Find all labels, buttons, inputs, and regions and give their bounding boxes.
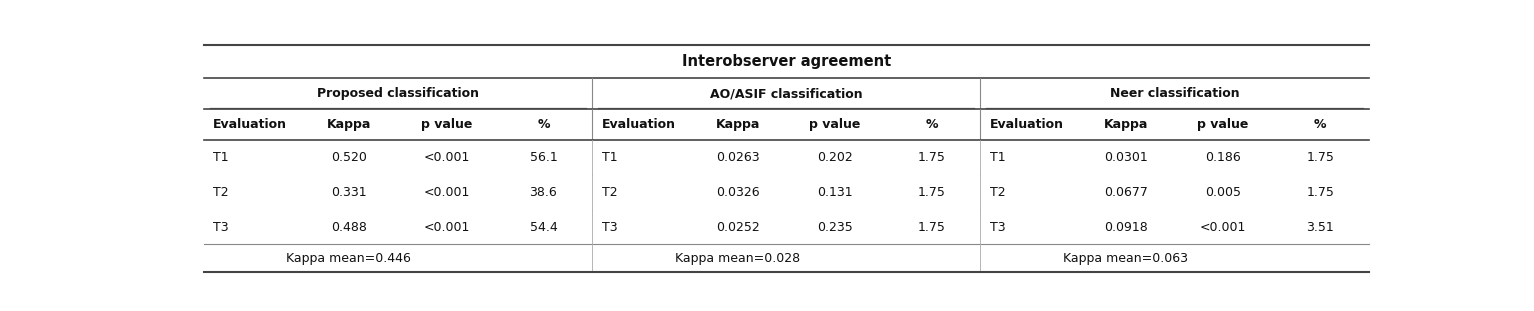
Text: 56.1: 56.1 [529,151,557,164]
Text: T1: T1 [989,151,1005,164]
Text: Evaluation: Evaluation [601,118,675,131]
Text: T3: T3 [989,220,1005,234]
Text: <0.001: <0.001 [423,220,469,234]
Text: 54.4: 54.4 [529,220,557,234]
Text: 1.75: 1.75 [917,220,946,234]
Text: AO/ASIF classification: AO/ASIF classification [710,87,862,100]
Text: 1.75: 1.75 [917,186,946,199]
Text: 38.6: 38.6 [529,186,557,199]
Text: T2: T2 [601,186,617,199]
Text: 0.186: 0.186 [1206,151,1241,164]
Text: 0.520: 0.520 [331,151,367,164]
Text: 0.0263: 0.0263 [716,151,759,164]
Text: T3: T3 [213,220,229,234]
Text: 1.75: 1.75 [1307,151,1335,164]
Text: 0.235: 0.235 [816,220,853,234]
Text: Interobserver agreement: Interobserver agreement [681,54,891,69]
Text: %: % [925,118,939,131]
Text: Evaluation: Evaluation [213,118,287,131]
Text: Kappa mean=0.028: Kappa mean=0.028 [675,252,799,265]
Text: 0.0677: 0.0677 [1104,186,1147,199]
Text: 0.331: 0.331 [331,186,367,199]
Text: 0.488: 0.488 [331,220,367,234]
Text: Proposed classification: Proposed classification [318,87,479,100]
Text: %: % [1315,118,1327,131]
Text: T2: T2 [989,186,1005,199]
Text: 0.202: 0.202 [816,151,853,164]
Text: Kappa: Kappa [715,118,759,131]
Text: p value: p value [808,118,861,131]
Text: Kappa: Kappa [327,118,371,131]
Text: Evaluation: Evaluation [989,118,1065,131]
Text: <0.001: <0.001 [423,151,469,164]
Text: T1: T1 [601,151,617,164]
Text: 3.51: 3.51 [1307,220,1335,234]
Text: 0.0301: 0.0301 [1104,151,1147,164]
Text: T3: T3 [601,220,617,234]
Text: p value: p value [420,118,472,131]
Text: Kappa mean=0.063: Kappa mean=0.063 [1063,252,1187,265]
Text: 0.0252: 0.0252 [716,220,759,234]
Text: 0.131: 0.131 [818,186,853,199]
Text: T2: T2 [213,186,229,199]
Text: Neer classification: Neer classification [1109,87,1239,100]
Text: %: % [537,118,549,131]
Text: 0.005: 0.005 [1206,186,1241,199]
Text: 0.0326: 0.0326 [716,186,759,199]
Text: 0.0918: 0.0918 [1104,220,1147,234]
Text: <0.001: <0.001 [1200,220,1246,234]
Text: <0.001: <0.001 [423,186,469,199]
Text: Kappa: Kappa [1104,118,1147,131]
Text: Kappa mean=0.446: Kappa mean=0.446 [287,252,411,265]
Text: p value: p value [1198,118,1249,131]
Text: T1: T1 [213,151,229,164]
Text: 1.75: 1.75 [917,151,946,164]
Text: 1.75: 1.75 [1307,186,1335,199]
